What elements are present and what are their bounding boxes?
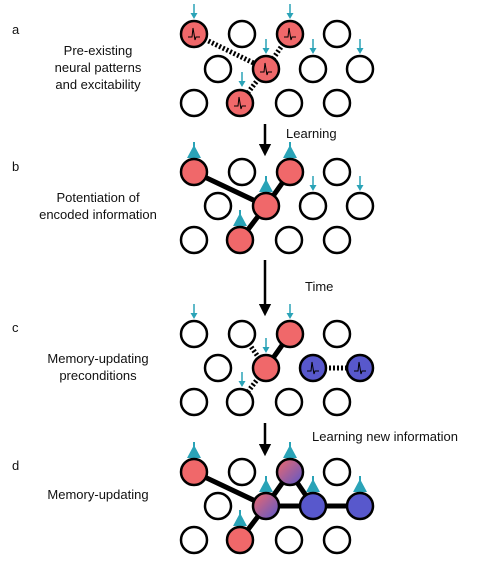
neuron-b-9 xyxy=(225,225,255,255)
panel-letter-d: d xyxy=(12,458,20,473)
neuron-b-11 xyxy=(322,225,352,255)
panel-letter-c: c xyxy=(12,320,19,335)
neuron-a-1 xyxy=(227,19,257,49)
neuron-d-9 xyxy=(225,525,255,555)
thin-arrow-input-icon xyxy=(262,48,270,54)
panel-letter-b: b xyxy=(12,159,20,174)
connection-a-5-9 xyxy=(238,67,268,105)
neuron-d-10 xyxy=(274,525,304,555)
neuron-d-7 xyxy=(345,491,375,521)
caption-line: Memory-updating xyxy=(47,351,149,366)
transition-label-time: Time xyxy=(305,279,334,294)
caption-line: preconditions xyxy=(59,368,137,383)
neuron-b-3 xyxy=(322,157,352,187)
spike-trace-icon xyxy=(234,96,246,110)
thin-arrow-input-icon xyxy=(190,13,198,19)
thin-arrow-input-icon xyxy=(238,81,246,87)
spike-trace-icon xyxy=(284,27,296,41)
neuron-c-4 xyxy=(203,353,233,383)
neuron-b-8 xyxy=(179,225,209,255)
panel-letter-a: a xyxy=(12,22,20,37)
triangle-input-icon xyxy=(259,179,273,192)
neuron-b-4 xyxy=(203,191,233,221)
caption-line: neural patterns xyxy=(54,60,142,75)
neuron-a-8 xyxy=(179,88,209,118)
transition-label-learning-new: Learning new information xyxy=(312,429,458,444)
neuron-d-2 xyxy=(275,457,305,487)
triangle-input-icon xyxy=(283,145,297,158)
neuron-c-3 xyxy=(322,319,352,349)
caption-line: encoded information xyxy=(39,207,157,222)
neuron-b-2 xyxy=(275,157,305,187)
thin-arrow-input-icon xyxy=(190,313,198,319)
triangle-input-icon xyxy=(353,479,367,492)
caption-line: Potentiation of xyxy=(56,190,140,205)
neuron-c-8 xyxy=(179,387,209,417)
triangle-input-icon xyxy=(259,479,273,492)
neuron-a-6 xyxy=(298,54,328,84)
neuron-d-1 xyxy=(227,457,257,487)
thin-arrow-input-icon xyxy=(262,347,270,353)
caption-panel-b: Potentiation of encoded information xyxy=(23,189,173,223)
triangle-input-icon xyxy=(233,213,247,226)
spike-trace-icon xyxy=(354,361,366,375)
thin-arrow-input-icon xyxy=(286,13,294,19)
thin-arrow-input-icon xyxy=(309,48,317,54)
neuron-c-2 xyxy=(275,319,305,349)
neuron-a-10 xyxy=(274,88,304,118)
caption-panel-a: Pre-existing neural patterns and excitab… xyxy=(23,42,173,93)
caption-panel-d: Memory-updating xyxy=(23,486,173,503)
thin-arrow-input-icon xyxy=(286,313,294,319)
neuron-b-7 xyxy=(345,191,375,221)
neuron-b-10 xyxy=(274,225,304,255)
triangle-input-icon xyxy=(283,445,297,458)
neuron-d-11 xyxy=(322,525,352,555)
neuron-c-0 xyxy=(179,319,209,349)
neuron-b-5 xyxy=(251,191,281,221)
spike-trace-icon xyxy=(307,361,319,375)
neuron-d-6 xyxy=(298,491,328,521)
neuron-c-5 xyxy=(251,353,281,383)
neuron-a-11 xyxy=(322,88,352,118)
triangle-input-icon xyxy=(233,513,247,526)
thin-arrow-input-icon xyxy=(238,381,246,387)
neuron-c-1 xyxy=(227,319,257,349)
transition-label-learning: Learning xyxy=(286,126,337,141)
neuron-d-3 xyxy=(322,457,352,487)
thin-arrow-input-icon xyxy=(309,185,317,191)
triangle-input-icon xyxy=(187,445,201,458)
caption-line: Memory-updating xyxy=(47,487,149,502)
neuron-d-5 xyxy=(251,491,281,521)
triangle-input-icon xyxy=(187,145,201,158)
spike-trace-icon xyxy=(260,62,272,76)
connection-c-1-5 xyxy=(239,332,269,370)
neuron-a-4 xyxy=(203,54,233,84)
neuron-b-6 xyxy=(298,191,328,221)
neuron-d-8 xyxy=(179,525,209,555)
neuron-c-10 xyxy=(274,387,304,417)
thin-arrow-input-icon xyxy=(356,185,364,191)
thin-arrow-input-icon xyxy=(356,48,364,54)
neuron-b-0 xyxy=(179,157,209,187)
neuron-a-7 xyxy=(345,54,375,84)
neuron-d-4 xyxy=(203,491,233,521)
neuron-c-9 xyxy=(225,387,255,417)
neuron-c-11 xyxy=(322,387,352,417)
neuron-b-1 xyxy=(227,157,257,187)
connection-c-5-9 xyxy=(238,366,268,404)
connection-a-2-5 xyxy=(263,32,293,71)
neuron-a-3 xyxy=(322,19,352,49)
neuron-d-0 xyxy=(179,457,209,487)
caption-panel-c: Memory-updating preconditions xyxy=(23,350,173,384)
triangle-input-icon xyxy=(306,479,320,492)
caption-line: and excitability xyxy=(55,77,141,92)
spike-trace-icon xyxy=(188,27,200,41)
caption-line: Pre-existing xyxy=(63,43,133,58)
